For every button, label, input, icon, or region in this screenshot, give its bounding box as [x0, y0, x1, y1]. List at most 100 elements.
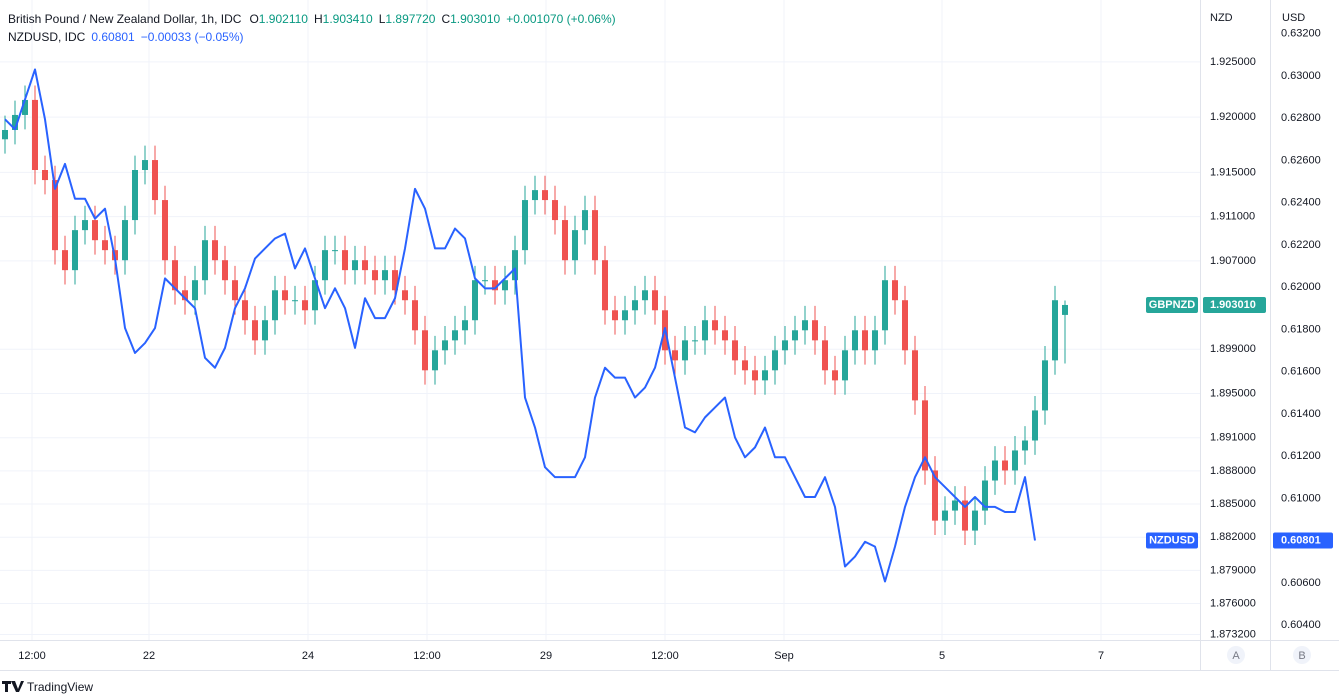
logo-icon — [2, 681, 24, 692]
candle-body — [652, 290, 658, 311]
candle-body — [502, 280, 508, 291]
candle-body — [252, 320, 258, 341]
candle-body — [92, 220, 98, 241]
y-tick-label: 1.899000 — [1210, 343, 1256, 355]
candle-body — [442, 340, 448, 351]
y2-tick-label: 0.63000 — [1281, 70, 1321, 82]
candle-body — [422, 330, 428, 371]
candle-body — [632, 300, 638, 311]
candle-body — [582, 210, 588, 231]
candle-body — [922, 400, 928, 471]
y-unit: NZD — [1210, 12, 1233, 24]
y2-tick-label: 0.61000 — [1281, 492, 1321, 504]
candle-body — [772, 350, 778, 371]
candle-body — [332, 250, 338, 252]
x-tick-label: 7 — [1098, 650, 1104, 662]
line-series — [4, 68, 1036, 583]
legend-main: British Pound / New Zealand Dollar, 1h, … — [8, 12, 616, 26]
candle-body — [852, 330, 858, 351]
candle-body — [742, 360, 748, 371]
candle-body — [292, 300, 298, 302]
candle-body — [842, 350, 848, 381]
candle-body — [282, 290, 288, 301]
candle-body — [942, 510, 948, 521]
brand: TradingView — [27, 680, 93, 694]
legend-key: H — [314, 12, 323, 26]
candle-body — [902, 300, 908, 351]
candle-body — [152, 160, 158, 201]
candle-body — [722, 330, 728, 341]
price-tag-name: NZDUSD — [1149, 534, 1195, 546]
candle-body — [802, 320, 808, 331]
y2-unit: USD — [1282, 12, 1305, 24]
candle-body — [12, 114, 18, 130]
candle-body — [752, 370, 758, 381]
candle-body — [272, 290, 278, 321]
legend-change: −0.00033 (−0.05%) — [141, 30, 244, 44]
y-tick-label: 1.873200 — [1210, 628, 1256, 640]
candle-body — [462, 320, 468, 331]
legend-key: O — [249, 12, 258, 26]
x-tick-label: 12:00 — [413, 650, 441, 662]
candle-body — [972, 510, 978, 531]
candle-body — [102, 240, 108, 251]
candle-body — [142, 160, 148, 171]
candle-body — [642, 290, 648, 301]
legend-second: NZDUSD, IDC 0.60801 −0.00033 (−0.05%) — [8, 30, 243, 44]
scale-button[interactable] — [1293, 646, 1311, 664]
candle-body — [552, 200, 558, 221]
y2-tick-label: 0.62600 — [1281, 154, 1321, 166]
candle-body — [312, 280, 318, 311]
candle-body — [1022, 440, 1028, 451]
candle-body — [452, 330, 458, 341]
candle-body — [812, 320, 818, 341]
price-tag-bg — [1146, 532, 1198, 549]
candle-body — [72, 230, 78, 271]
candle-body — [892, 280, 898, 301]
x-tick-label: 12:00 — [651, 650, 679, 662]
candle-body — [492, 280, 498, 291]
candle-body — [592, 210, 598, 261]
y2-tick-label: 0.61200 — [1281, 450, 1321, 462]
scale-button[interactable] — [1227, 646, 1245, 664]
y-tick-label: 1.925000 — [1210, 56, 1256, 68]
y-tick-label: 1.888000 — [1210, 465, 1256, 477]
plot — [2, 68, 1068, 583]
scale-button-label: B — [1298, 650, 1305, 662]
candle-body — [732, 340, 738, 361]
grid — [0, 0, 1200, 640]
candle-body — [682, 340, 688, 361]
candle-body — [232, 280, 238, 301]
candle-body — [832, 370, 838, 381]
candle-body — [622, 310, 628, 321]
candle-body — [872, 330, 878, 351]
candle-body — [412, 300, 418, 331]
legend-key: C — [441, 12, 450, 26]
scale-button-label: A — [1232, 650, 1240, 662]
candle-body — [1032, 410, 1038, 441]
legend-value: 0.60801 — [91, 30, 135, 44]
candle-body — [912, 350, 918, 401]
candle-body — [302, 300, 308, 311]
candle-body — [42, 170, 48, 181]
y2-tick-label: 0.62000 — [1281, 281, 1321, 293]
candle-body — [212, 240, 218, 261]
candle-body — [342, 250, 348, 271]
candle-body — [242, 300, 248, 321]
candle-body — [712, 320, 718, 331]
y2-tick-label: 0.62200 — [1281, 239, 1321, 251]
legend-value: 1.897720 — [385, 12, 435, 26]
candle-body — [1062, 304, 1068, 315]
logo: TradingView — [2, 680, 93, 694]
price-tag-bg — [1146, 296, 1198, 313]
legend-key: L — [379, 12, 386, 26]
candle-body — [482, 280, 488, 282]
x-tick-label: 24 — [302, 650, 314, 662]
candle-body — [132, 170, 138, 221]
candle-body — [372, 270, 378, 281]
legend-value: 1.903410 — [323, 12, 373, 26]
axes: 1.925000 1.920000 1.915000 1.911000 1.907000… — [18, 28, 1333, 664]
y2-tick-label: 0.61800 — [1281, 323, 1321, 335]
y2-tick-label: 0.61400 — [1281, 408, 1321, 420]
